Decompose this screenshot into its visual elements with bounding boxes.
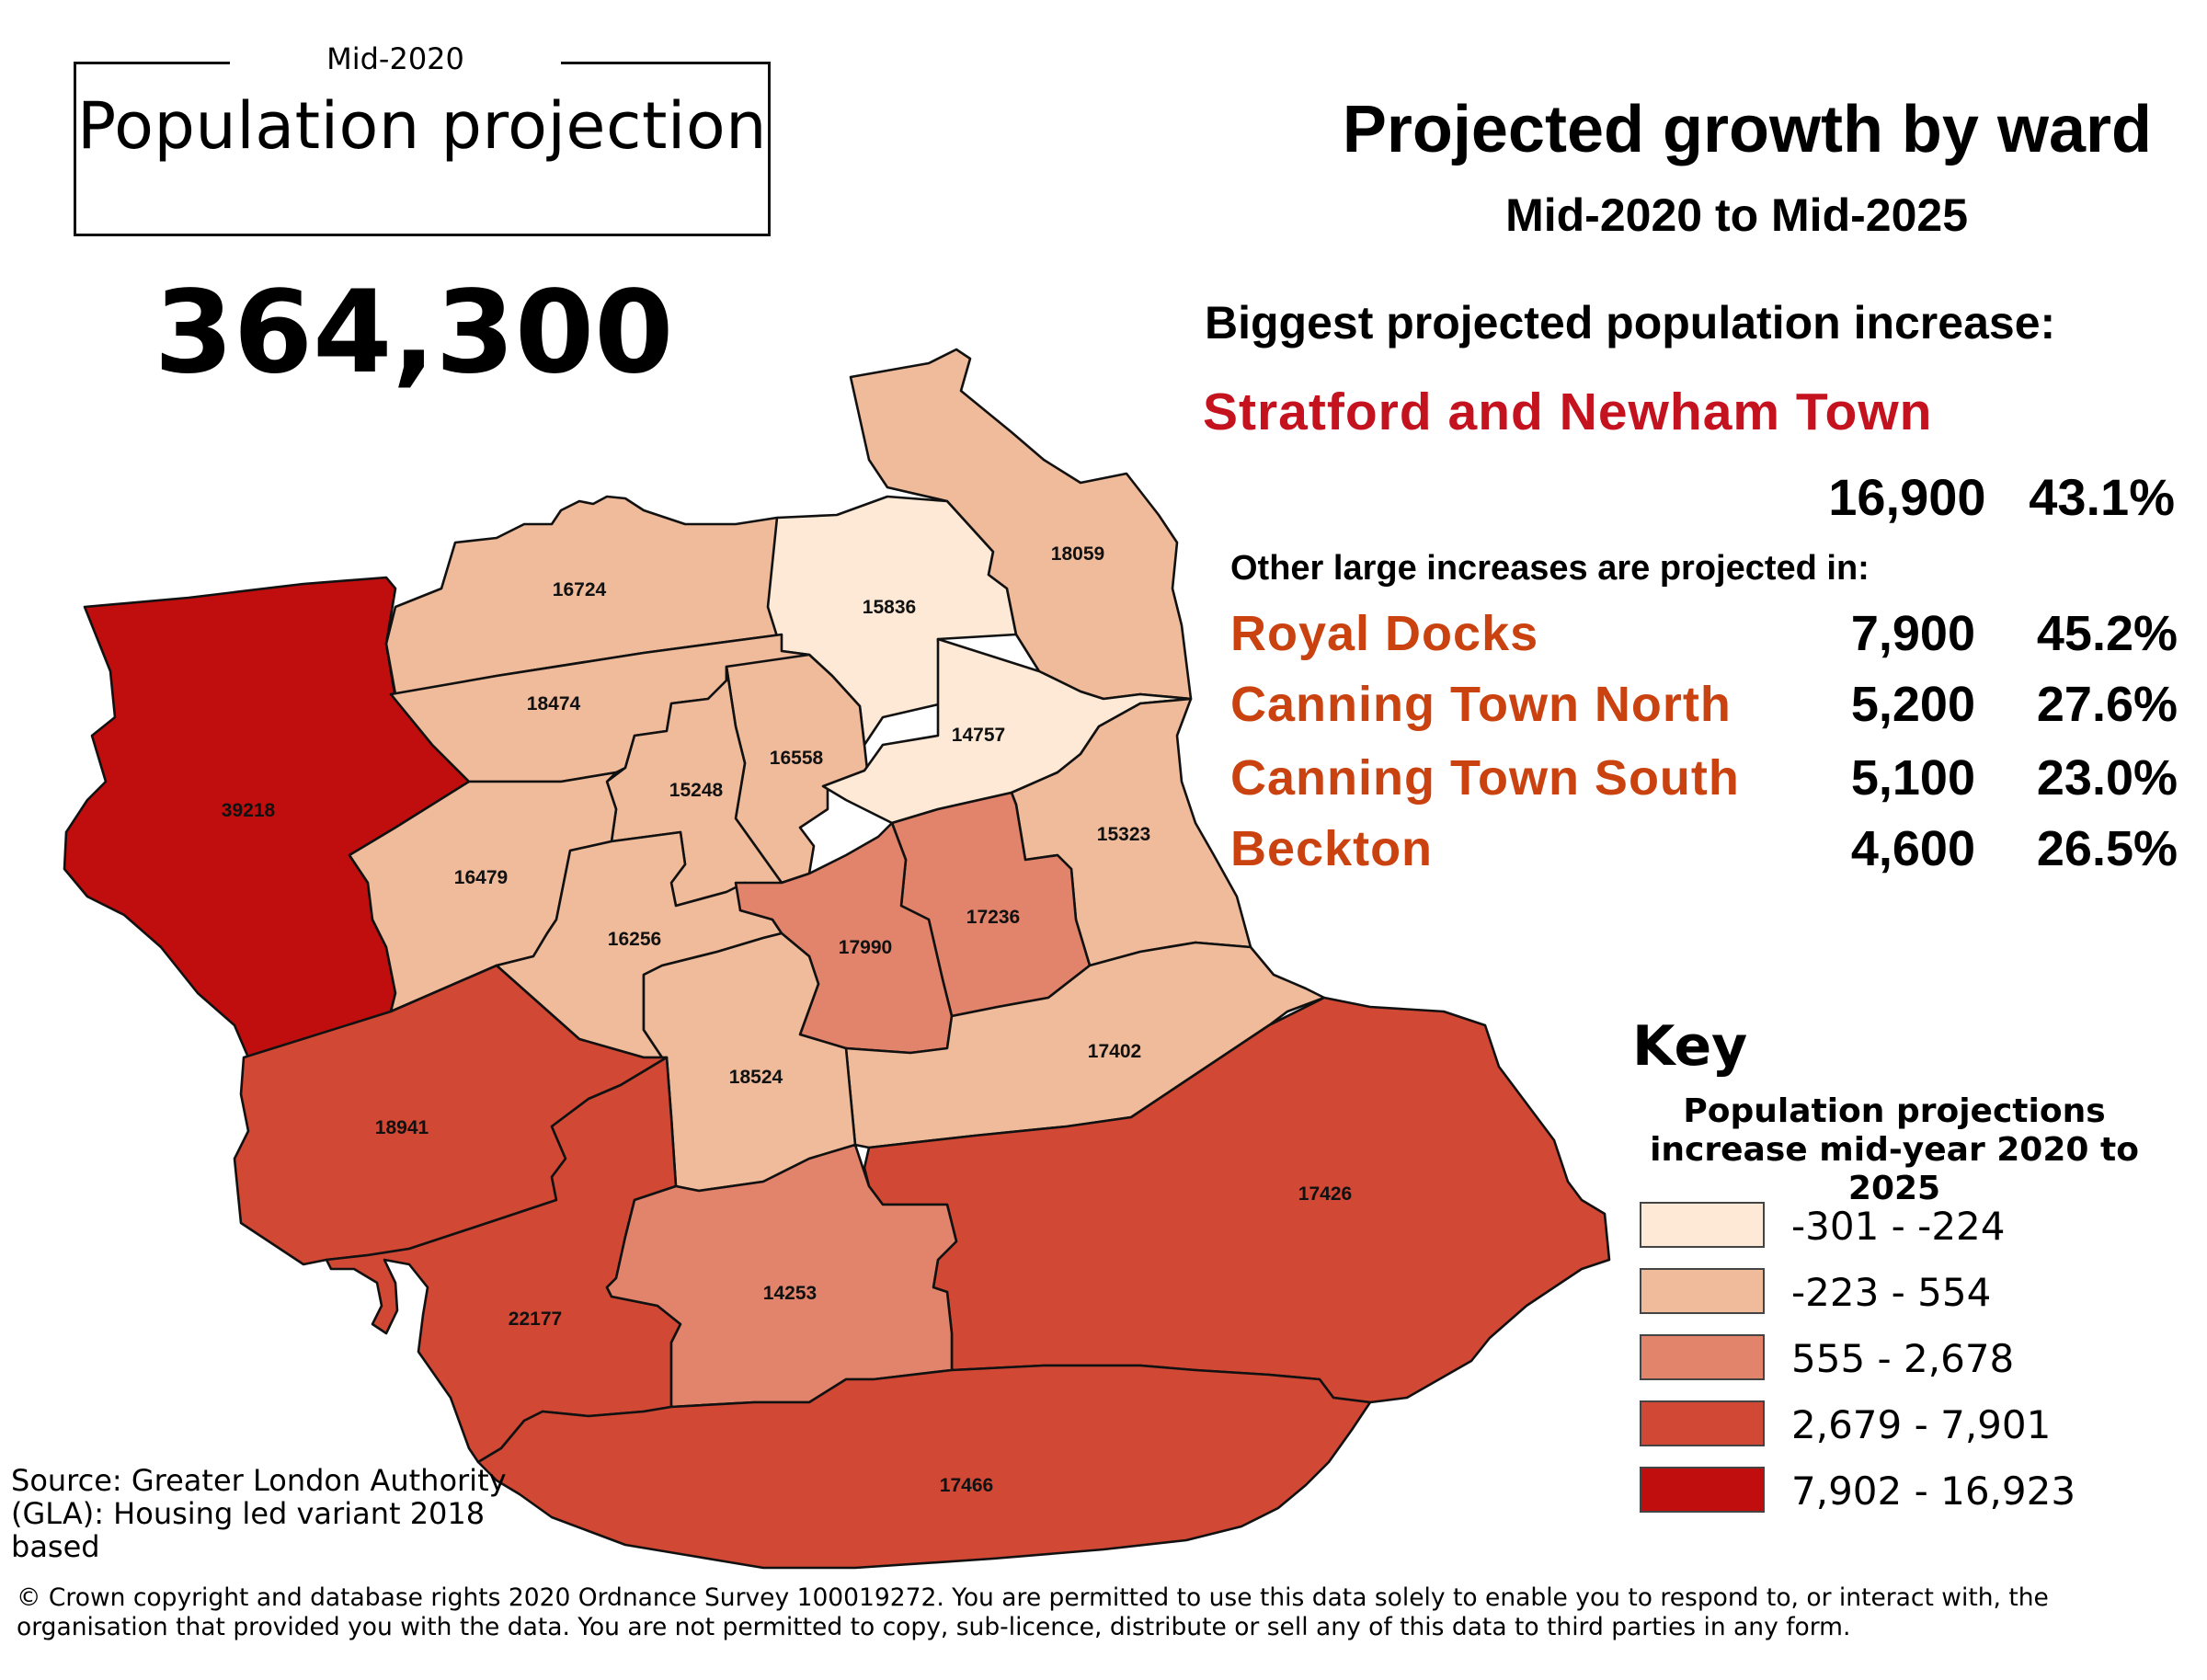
increase-value: 7,900 (1850, 606, 1975, 661)
increase-row: Canning Town North 5,200 27.6% (1230, 676, 2178, 749)
key-subtitle: Population projections increase mid-year… (1650, 1092, 2139, 1207)
ward-label: 22177 (509, 1309, 562, 1330)
increase-value: 5,200 (1850, 677, 1975, 732)
ward-label: 18059 (1051, 543, 1104, 565)
increase-value: 5,100 (1850, 750, 1975, 806)
ward-label: 15323 (1097, 824, 1150, 845)
ward-label: 17990 (839, 937, 892, 958)
ward-label: 16479 (454, 867, 508, 888)
ward-label: 17402 (1088, 1041, 1141, 1062)
key-title: Key (1632, 1014, 1748, 1079)
increase-pct: 26.5% (2036, 821, 2178, 876)
ward-label: 14757 (952, 725, 1005, 746)
increase-row: Canning Town South 5,100 23.0% (1230, 749, 2178, 823)
ward-17466[interactable] (476, 1364, 1372, 1570)
key-item: 2,679 - 7,901 (1640, 1400, 2191, 1456)
ward-label: 15248 (669, 780, 724, 801)
biggest-ward: Stratford and Newham Town (1203, 383, 1933, 441)
increase-ward: Royal Docks (1230, 606, 1539, 661)
total-population: 364,300 (154, 267, 674, 399)
title-superscript: Mid-2020 (230, 41, 561, 76)
increase-pct: 23.0% (2036, 750, 2178, 806)
ward-label: 14253 (763, 1283, 817, 1304)
key-label: 7,902 - 16,923 (1791, 1469, 2076, 1514)
ward-label: 18524 (729, 1067, 783, 1088)
ward-label: 18941 (375, 1117, 429, 1138)
increase-pct: 27.6% (2036, 677, 2178, 732)
increase-ward: Beckton (1230, 821, 1434, 876)
biggest-values: 16,900 43.1% (1563, 467, 2175, 527)
other-increases-label: Other large increases are projected in: (1230, 549, 1870, 588)
increase-value: 4,600 (1850, 821, 1975, 876)
source-note: Source: Greater London Authority (GLA): … (11, 1463, 507, 1564)
key-swatch (1640, 1334, 1765, 1380)
ward-label: 39218 (222, 800, 276, 821)
increase-ward: Canning Town North (1230, 677, 1732, 732)
key-label: -301 - -224 (1791, 1204, 2006, 1249)
key-item: 555 - 2,678 (1640, 1334, 2191, 1389)
key-swatch (1640, 1400, 1765, 1446)
ward-label: 17466 (940, 1475, 993, 1496)
key-swatch (1640, 1268, 1765, 1314)
biggest-increase: 16,900 (1828, 468, 1986, 526)
increase-row: Beckton 4,600 26.5% (1230, 820, 2178, 894)
ward-label: 17426 (1298, 1183, 1352, 1205)
ward-label: 16724 (553, 579, 607, 600)
biggest-pct: 43.1% (2029, 468, 2175, 526)
increase-ward: Canning Town South (1230, 750, 1740, 806)
key-label: 555 - 2,678 (1791, 1336, 2015, 1381)
ward-label: 17236 (966, 907, 1020, 928)
key-item: -301 - -224 (1640, 1202, 2191, 1257)
copyright-note: © Crown copyright and database rights 20… (17, 1583, 2049, 1641)
ward-label: 16558 (770, 748, 824, 769)
increase-row: Royal Docks 7,900 45.2% (1230, 605, 2178, 679)
summary-title: Projected growth by ward (1342, 93, 2152, 166)
page-title: Population projection (76, 88, 768, 164)
key-label: 2,679 - 7,901 (1791, 1402, 2052, 1447)
summary-subtitle: Mid-2020 to Mid-2025 (1505, 189, 1968, 241)
ward-label: 16256 (608, 929, 661, 950)
ward-18059[interactable] (849, 348, 1193, 701)
key-label: -223 - 554 (1791, 1270, 1992, 1315)
key-item: 7,902 - 16,923 (1640, 1467, 2191, 1522)
increase-pct: 45.2% (2036, 606, 2178, 661)
key-swatch (1640, 1467, 1765, 1513)
ward-label: 18474 (527, 693, 581, 714)
ward-label: 15836 (863, 597, 916, 618)
key-item: -223 - 554 (1640, 1268, 2191, 1323)
biggest-label: Biggest projected population increase: (1205, 297, 2056, 349)
key-swatch (1640, 1202, 1765, 1248)
